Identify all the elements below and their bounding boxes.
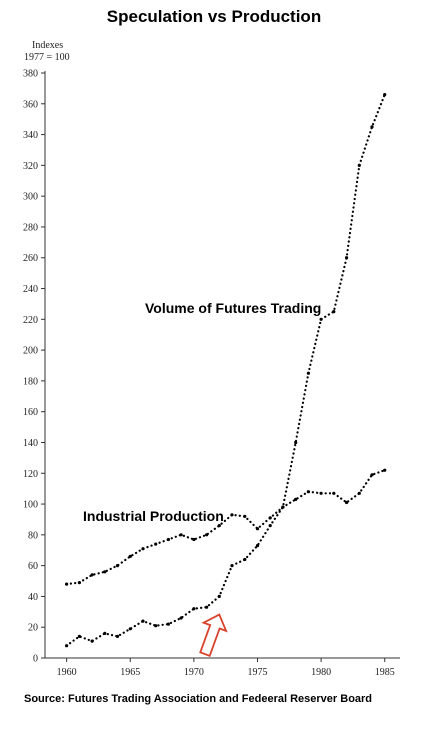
data-point bbox=[115, 564, 120, 568]
x-tick-label: 1965 bbox=[120, 667, 140, 678]
data-point bbox=[230, 513, 234, 517]
y-tick-label: 340 bbox=[23, 130, 38, 141]
data-point bbox=[217, 594, 221, 599]
data-point bbox=[217, 524, 221, 528]
data-point bbox=[319, 317, 323, 321]
data-point bbox=[141, 547, 145, 551]
x-tick-label: 1980 bbox=[311, 667, 331, 678]
data-point bbox=[179, 616, 183, 620]
chart-source: Source: Futures Trading Association and … bbox=[24, 693, 372, 705]
data-point bbox=[77, 581, 81, 585]
y-axis-label-line-2: 1977 = 100 bbox=[24, 52, 70, 63]
y-tick-label: 200 bbox=[23, 346, 38, 357]
data-point bbox=[383, 93, 387, 97]
data-point bbox=[294, 497, 298, 501]
chart-title: Speculation vs Production bbox=[107, 7, 321, 26]
series-label-futures: Volume of Futures Trading bbox=[145, 300, 321, 316]
y-tick-label: 40 bbox=[28, 592, 38, 603]
y-tick-label: 260 bbox=[23, 253, 38, 264]
data-point bbox=[255, 527, 260, 531]
data-point bbox=[90, 573, 94, 577]
series-line bbox=[65, 469, 386, 586]
data-point bbox=[90, 639, 94, 643]
data-point bbox=[154, 542, 158, 546]
data-point bbox=[294, 440, 298, 445]
data-point bbox=[166, 537, 170, 542]
data-point bbox=[192, 607, 196, 611]
y-tick-label: 300 bbox=[23, 192, 38, 203]
y-tick-label: 80 bbox=[28, 530, 38, 541]
data-point bbox=[65, 644, 69, 648]
y-tick-label: 0 bbox=[33, 654, 38, 665]
y-tick-label: 320 bbox=[23, 161, 38, 172]
data-point bbox=[370, 473, 374, 477]
axes: 0 20 40 60 80 100 120 140 160 180 200 220 240 260 280 3… bbox=[23, 69, 400, 678]
data-point bbox=[306, 371, 310, 375]
annotation-layer bbox=[199, 613, 228, 657]
data-point bbox=[179, 533, 183, 537]
y-tick-label: 60 bbox=[28, 561, 38, 572]
series-futures-volume bbox=[65, 93, 387, 648]
data-point bbox=[166, 622, 170, 626]
data-point bbox=[383, 468, 387, 472]
y-tick-label: 100 bbox=[23, 500, 38, 511]
y-tick-label: 140 bbox=[23, 438, 38, 449]
data-point bbox=[141, 619, 145, 623]
data-point bbox=[255, 544, 260, 548]
y-axis-label-line-1: Indexes bbox=[32, 40, 63, 51]
y-tick-label: 360 bbox=[23, 99, 38, 110]
data-point bbox=[192, 537, 196, 542]
x-tick-label: 1960 bbox=[57, 667, 77, 678]
series-line bbox=[65, 93, 386, 647]
y-tick-label: 20 bbox=[28, 623, 38, 634]
data-point bbox=[103, 631, 107, 636]
data-point bbox=[281, 505, 285, 509]
data-point bbox=[306, 490, 310, 494]
series-industrial-production bbox=[65, 468, 387, 586]
x-tick-label: 1985 bbox=[375, 667, 395, 678]
data-point bbox=[103, 570, 107, 574]
data-point bbox=[357, 163, 361, 167]
data-point bbox=[243, 557, 247, 562]
data-point bbox=[230, 564, 234, 568]
x-tick-label: 1970 bbox=[184, 667, 204, 678]
data-point bbox=[128, 627, 132, 631]
y-tick-label: 120 bbox=[23, 469, 38, 480]
y-tick-label: 160 bbox=[23, 407, 38, 418]
data-point bbox=[154, 624, 158, 628]
y-tick-label: 240 bbox=[23, 284, 38, 295]
data-point bbox=[345, 256, 349, 260]
series-layer bbox=[65, 93, 387, 648]
x-tick-label: 1975 bbox=[247, 667, 267, 678]
data-point bbox=[332, 310, 336, 314]
data-point bbox=[205, 533, 209, 537]
y-tick-label: 380 bbox=[23, 69, 38, 80]
y-tick-label: 180 bbox=[23, 376, 38, 387]
data-point bbox=[357, 491, 361, 495]
data-point bbox=[115, 634, 120, 639]
data-point bbox=[268, 524, 272, 528]
data-point bbox=[345, 500, 349, 505]
data-point bbox=[128, 554, 132, 559]
data-point bbox=[268, 516, 272, 520]
y-tick-label: 280 bbox=[23, 222, 38, 233]
data-point bbox=[370, 125, 374, 129]
y-tick-label: 220 bbox=[23, 315, 38, 326]
annotation-arrow bbox=[199, 613, 228, 657]
data-point bbox=[77, 634, 81, 639]
series-label-industrial: Industrial Production bbox=[83, 508, 224, 524]
data-point bbox=[65, 582, 69, 586]
data-point bbox=[205, 605, 209, 609]
data-point bbox=[332, 491, 336, 495]
data-point bbox=[319, 491, 323, 495]
data-point bbox=[243, 514, 247, 519]
